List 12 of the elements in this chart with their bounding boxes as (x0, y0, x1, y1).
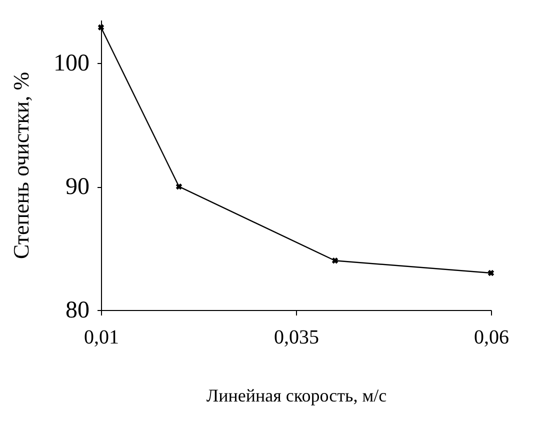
point (98, 24, 104, 31)
point (176, 183, 182, 190)
y-tick-label: 100 (54, 50, 90, 77)
y-axis-title: Степень очистки, % (8, 72, 34, 260)
x-tick-label: 0,01 (84, 326, 119, 348)
y-tick-label: 80 (66, 298, 90, 324)
point (488, 270, 494, 276)
x-tick-label: 0,06 (474, 326, 509, 348)
y-tick-label: 90 (66, 174, 90, 200)
x-tick-label: 0,035 (274, 326, 319, 348)
x-axis-title: Линейная скорость, м/с (206, 386, 387, 406)
point (332, 258, 338, 264)
